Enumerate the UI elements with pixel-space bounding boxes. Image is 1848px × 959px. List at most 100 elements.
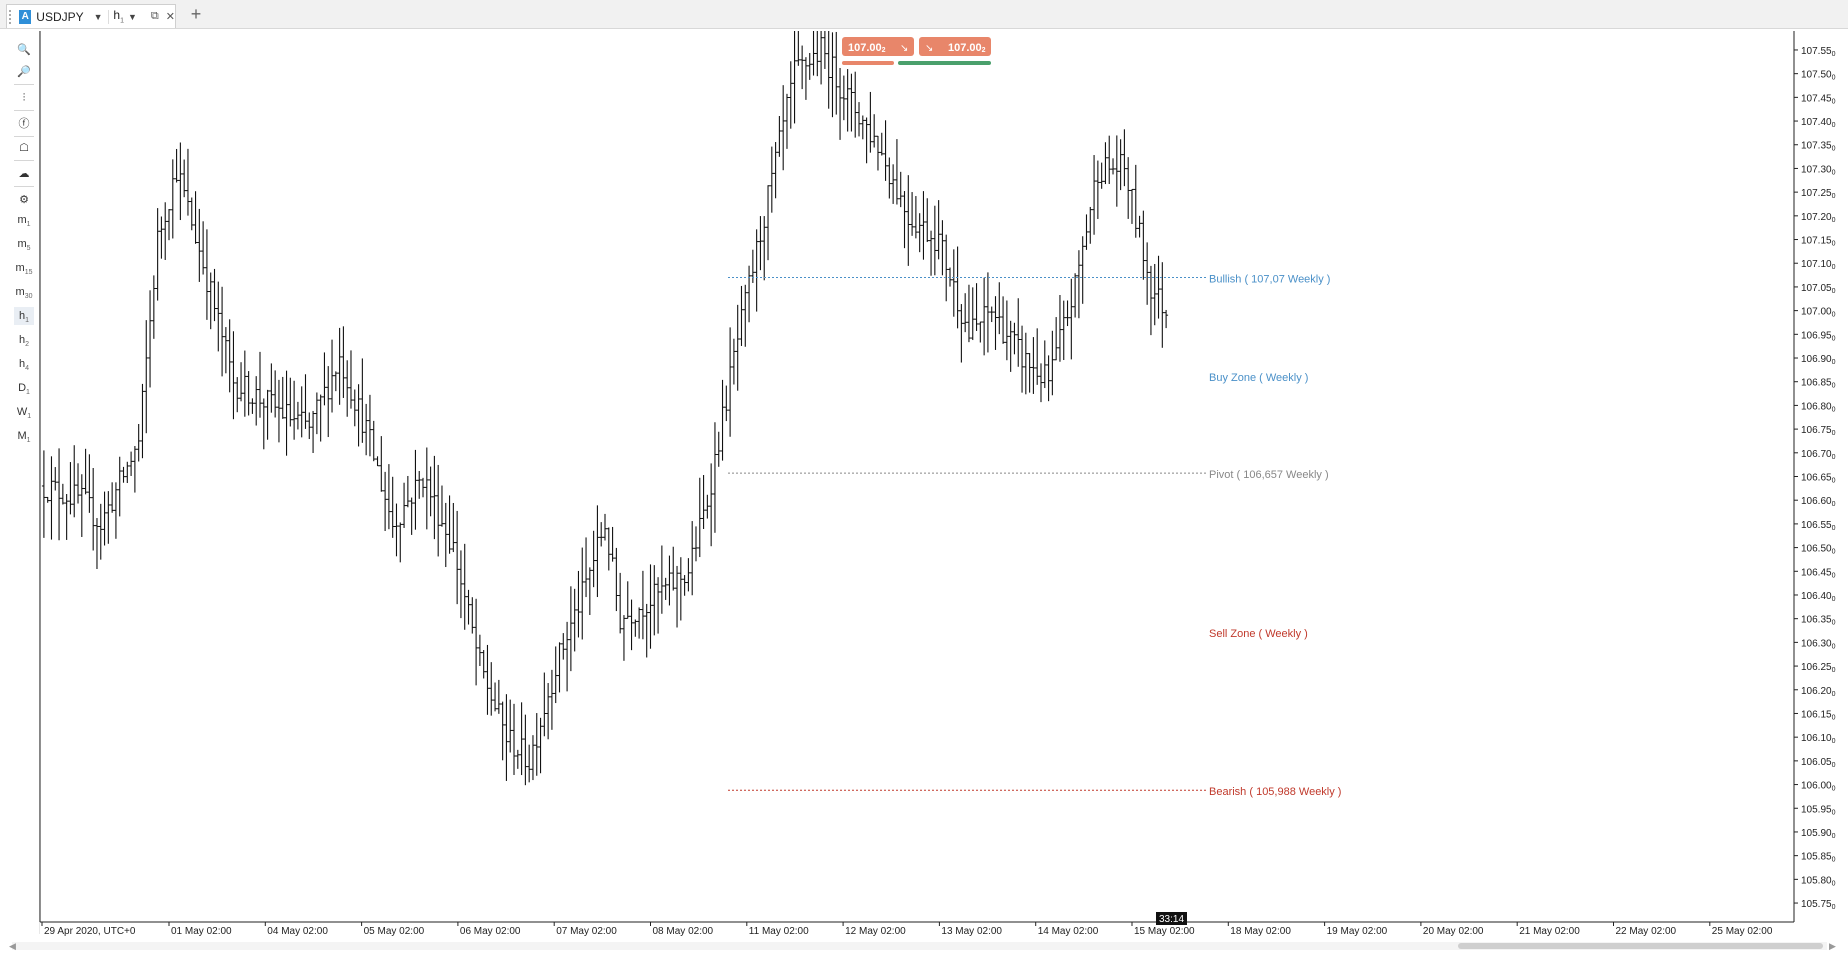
chart-style-icon[interactable]: ☁ [18, 168, 30, 180]
sell-button-bg[interactable] [842, 37, 914, 56]
ohlc-bar [997, 282, 1002, 335]
level-label: Bearish ( 105,988 Weekly ) [1209, 786, 1341, 798]
ohlc-bar [87, 454, 92, 513]
price-tick-label: 106.500 [1801, 544, 1836, 556]
price-tick-subdigit: 0 [1832, 762, 1836, 769]
ohlc-bar [1099, 162, 1104, 189]
ohlc-bar [959, 304, 964, 363]
timeframe-h4[interactable]: h4 [14, 355, 34, 373]
time-tick-label: 15 May 02:00 [1134, 926, 1195, 937]
time-tick-label: 20 May 02:00 [1423, 926, 1484, 937]
timeframe-subscript: 1 [25, 317, 30, 325]
ohlc-bar [1137, 215, 1142, 238]
ohlc-bar [966, 284, 971, 343]
ohlc-bar [201, 221, 206, 275]
indicators-icon[interactable]: ⫶ [22, 92, 26, 104]
close-icon[interactable]: ✕ [165, 11, 175, 23]
detach-icon[interactable]: ⧉ [150, 10, 159, 22]
timeframe-dropdown-icon[interactable]: ▼ [128, 11, 137, 22]
price-axis[interactable]: 107.550 107.500 107.450 107.400 107.350 107.3… [1794, 46, 1836, 911]
time-axis[interactable]: 29 Apr 2020, UTC+0 01 May 02:00 04 May 02:… [41, 922, 1773, 937]
ohlc-bar [568, 586, 573, 672]
price-tick-label: 107.500 [1801, 70, 1836, 82]
timeframe-letter: M [17, 430, 27, 442]
price-tick-subdigit: 0 [1832, 525, 1836, 532]
ohlc-bar [800, 45, 805, 90]
timeframe-D1[interactable]: D1 [14, 379, 34, 397]
timeframe-m15[interactable]: m15 [14, 259, 34, 277]
ohlc-bar [348, 350, 353, 409]
scroll-left-icon[interactable]: ◀ [9, 941, 16, 951]
buy-button-bg[interactable] [919, 37, 991, 56]
ohlc-bar [792, 31, 797, 124]
ohlc-bar [163, 202, 168, 260]
ohlc-bar [371, 420, 376, 462]
price-tick-subdigit: 0 [1832, 596, 1836, 603]
ohlc-bar [303, 374, 308, 429]
ohlc-bar [811, 31, 816, 76]
ohlc-bar [542, 672, 547, 737]
timeframe-text: h [113, 8, 121, 23]
quick-trade-panel[interactable]: 107.002 ↘ ↘ 107.002 [842, 37, 991, 65]
scrollbar-thumb[interactable] [1458, 943, 1823, 949]
price-tick-label: 107.250 [1801, 188, 1836, 200]
symbol-label[interactable]: USDJPY [36, 9, 84, 24]
settings-icon[interactable]: ⚙ [19, 194, 29, 206]
timeframe-M1[interactable]: M1 [14, 427, 34, 445]
timeframe-label[interactable]: h1 [113, 8, 124, 24]
sell-button[interactable]: 107.002 ↘ [842, 37, 914, 56]
ohlc-bar [106, 491, 111, 544]
ohlc-bar [925, 198, 930, 243]
symbol-dropdown-icon[interactable]: ▼ [93, 11, 103, 22]
timeframe-h1[interactable]: h1 [14, 307, 34, 325]
zoom-in-icon[interactable]: 🔍 [17, 44, 31, 56]
ohlc-bar [443, 502, 448, 568]
ohlc-bar [227, 319, 232, 393]
add-tab-button[interactable]: + [190, 4, 202, 24]
ohlc-bar [159, 216, 164, 259]
timeframe-m1[interactable]: m1 [14, 211, 34, 229]
ohlc-bar [728, 327, 733, 437]
ohlc-bar [250, 398, 255, 414]
ohlc-bar [113, 482, 118, 539]
price-tick-label: 106.200 [1801, 686, 1836, 698]
robot-icon[interactable]: ☖ [19, 142, 29, 154]
ohlc-bar [637, 607, 642, 639]
level-label: Bullish ( 107,07 Weekly ) [1209, 273, 1330, 285]
ohlc-bar [508, 699, 513, 753]
ohlc-bar [1152, 263, 1157, 326]
timeframe-m5[interactable]: m5 [14, 235, 34, 253]
timeframe-letter: m [17, 214, 27, 226]
ohlc-bar [53, 467, 58, 491]
timeframe-h2[interactable]: h2 [14, 331, 34, 349]
ohlc-bars[interactable] [41, 31, 1169, 786]
drag-handle-icon[interactable] [9, 9, 16, 24]
scroll-right-icon[interactable]: ▶ [1829, 941, 1836, 951]
zoom-out-icon[interactable]: 🔎 [17, 66, 31, 78]
timeframe-W1[interactable]: W1 [14, 403, 34, 421]
price-tick-label: 106.450 [1801, 567, 1836, 579]
facebook-icon[interactable]: ⓕ [18, 118, 30, 130]
ohlc-bar [307, 412, 312, 440]
price-tick-label: 106.350 [1801, 615, 1836, 627]
ohlc-bar [49, 456, 54, 540]
horizontal-scrollbar[interactable] [12, 942, 1827, 950]
ohlc-bar [417, 470, 422, 499]
ohlc-bar [913, 196, 918, 239]
price-tick-label: 107.150 [1801, 236, 1836, 248]
price-tick-label: 106.300 [1801, 638, 1836, 650]
ohlc-bar [716, 431, 721, 467]
ohlc-bar [470, 597, 475, 634]
timeframe-m30[interactable]: m30 [14, 283, 34, 301]
ohlc-bar [1114, 135, 1119, 207]
ohlc-bar [906, 175, 911, 266]
price-tick-label: 106.050 [1801, 757, 1836, 769]
tab-usdjpy[interactable]: A USDJPY ▼ h1 ▼ ⧉ ✕ [6, 4, 176, 28]
buy-button[interactable]: ↘ 107.002 [919, 37, 991, 56]
ohlc-bar [523, 714, 528, 786]
price-tick-subdigit: 0 [1832, 904, 1836, 911]
price-tick-label: 105.750 [1801, 899, 1836, 911]
ohlc-bar [690, 521, 695, 596]
price-tick-subdigit: 0 [1832, 169, 1836, 176]
